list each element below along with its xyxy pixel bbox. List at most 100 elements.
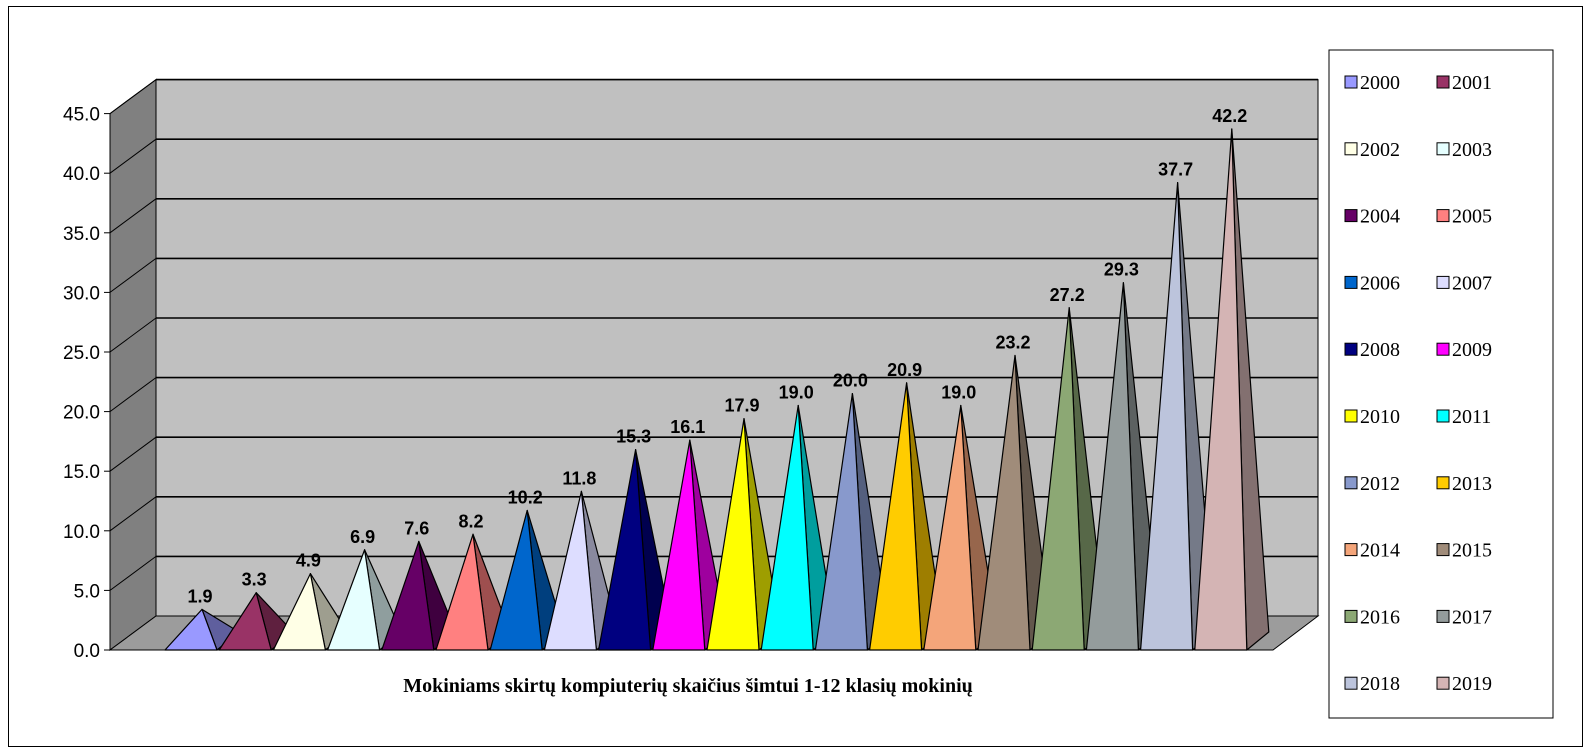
legend-label: 2008: [1360, 339, 1400, 361]
legend-label: 2012: [1360, 473, 1400, 495]
legend-item-2007: 2007: [1436, 272, 1492, 294]
data-label-2019: 42.2: [1212, 106, 1247, 126]
legend-box: [1328, 49, 1554, 719]
legend-item-2011: 2011: [1436, 406, 1491, 428]
y-tick-label: 25.0: [63, 343, 100, 364]
legend-swatch: [1436, 342, 1450, 356]
legend-label: 2010: [1360, 406, 1400, 428]
legend-label: 2007: [1452, 272, 1492, 294]
legend-swatch: [1344, 609, 1358, 623]
legend-label: 2015: [1452, 540, 1492, 562]
legend-item-2009: 2009: [1436, 339, 1492, 361]
legend-item-2016: 2016: [1344, 606, 1400, 628]
x-axis-title: Mokiniams skirtų kompiuterių skaičius ši…: [403, 675, 973, 697]
y-tick-label: 30.0: [63, 283, 100, 304]
legend-swatch: [1436, 476, 1450, 490]
data-labels: 1.9 3.3 4.9 6.9 7.6 8.2 10.2 11.8 15.3 16.1 17.9 19…: [187, 106, 1247, 606]
data-label-2007: 11.8: [562, 468, 596, 488]
y-tick-label: 10.0: [63, 522, 100, 543]
side-wall: [109, 78, 157, 651]
data-label-2005: 8.2: [458, 511, 483, 531]
y-axis: 0.0 5.0 10.0 15.0 20.0 25.0 30.0 35.0 40.0 45.0: [63, 105, 111, 662]
data-label-2003: 6.9: [350, 527, 375, 547]
y-tick-label: 15.0: [63, 462, 100, 483]
legend-label: 2001: [1452, 72, 1492, 94]
legend-swatch: [1344, 209, 1358, 223]
data-label-2002: 4.9: [296, 551, 321, 571]
gridline-side: [109, 496, 157, 532]
legend-swatch: [1344, 75, 1358, 89]
legend-swatch: [1344, 476, 1358, 490]
legend-label: 2013: [1452, 473, 1492, 495]
legend-item-2002: 2002: [1344, 139, 1400, 161]
y-tick-label: 45.0: [63, 105, 100, 126]
y-tick-label: 5.0: [74, 581, 100, 602]
legend-item-2018: 2018: [1344, 673, 1400, 695]
legend-swatch: [1344, 275, 1358, 289]
legend-item-2001: 2001: [1436, 72, 1492, 94]
legend-item-2008: 2008: [1344, 339, 1400, 361]
legend-label: 2005: [1452, 206, 1492, 228]
data-label-2000: 1.9: [187, 586, 212, 606]
legend-item-2005: 2005: [1436, 206, 1492, 228]
data-label-2015: 23.2: [995, 332, 1030, 352]
gridline-side: [109, 198, 157, 234]
legend-item-2003: 2003: [1436, 139, 1492, 161]
legend-swatch: [1344, 342, 1358, 356]
gridline-side: [109, 317, 157, 353]
legend-label: 2000: [1360, 72, 1400, 94]
legend-swatch: [1436, 75, 1450, 89]
legend-swatch: [1436, 676, 1450, 690]
legend-label: 2006: [1360, 272, 1400, 294]
legend-label: 2003: [1452, 139, 1492, 161]
legend-label: 2017: [1452, 606, 1492, 628]
legend-swatch: [1344, 676, 1358, 690]
gridline-side: [109, 436, 157, 472]
legend-item-2013: 2013: [1436, 473, 1492, 495]
data-label-2012: 20.0: [833, 371, 868, 391]
y-tick-label: 20.0: [63, 403, 100, 424]
gridline-side: [109, 377, 157, 413]
data-label-2009: 16.1: [670, 417, 705, 437]
legend-label: 2016: [1360, 606, 1400, 628]
legend-swatch: [1436, 543, 1450, 557]
data-label-2006: 10.2: [508, 487, 543, 507]
legend-swatch: [1436, 209, 1450, 223]
legend-swatch: [1436, 142, 1450, 156]
data-label-2018: 37.7: [1158, 160, 1193, 180]
data-label-2017: 29.3: [1104, 260, 1139, 280]
legend-item-2019: 2019: [1436, 673, 1492, 695]
gridline-side: [109, 555, 157, 591]
legend-item-2010: 2010: [1344, 406, 1400, 428]
data-label-2013: 20.9: [887, 360, 922, 380]
legend-swatch: [1344, 543, 1358, 557]
legend-item-2000: 2000: [1344, 72, 1400, 94]
data-label-2001: 3.3: [242, 570, 267, 590]
legend-swatch: [1344, 142, 1358, 156]
data-label-2014: 19.0: [941, 383, 976, 403]
legend-label: 2004: [1360, 206, 1400, 228]
y-tick-label: 35.0: [63, 224, 100, 245]
legend-label: 2009: [1452, 339, 1492, 361]
data-label-2004: 7.6: [404, 518, 429, 538]
legend-swatch: [1436, 409, 1450, 423]
data-label-2011: 19.0: [779, 383, 814, 403]
gridline-side: [109, 257, 157, 293]
y-tick-label: 0.0: [74, 641, 100, 662]
bars: [164, 128, 1270, 651]
legend-swatch: [1344, 409, 1358, 423]
gridline-side: [109, 79, 157, 115]
legend-label: 2011: [1452, 406, 1491, 428]
legend-item-2006: 2006: [1344, 272, 1400, 294]
bar-2019: [1194, 128, 1270, 651]
legend-item-2004: 2004: [1344, 206, 1400, 228]
legend-item-2015: 2015: [1436, 540, 1492, 562]
legend-label: 2002: [1360, 139, 1400, 161]
gridline-side: [109, 138, 157, 174]
data-label-2010: 17.9: [724, 396, 759, 416]
legend-label: 2014: [1360, 540, 1400, 562]
legend-swatch: [1436, 609, 1450, 623]
legend-label: 2018: [1360, 673, 1400, 695]
legend-label: 2019: [1452, 673, 1492, 695]
